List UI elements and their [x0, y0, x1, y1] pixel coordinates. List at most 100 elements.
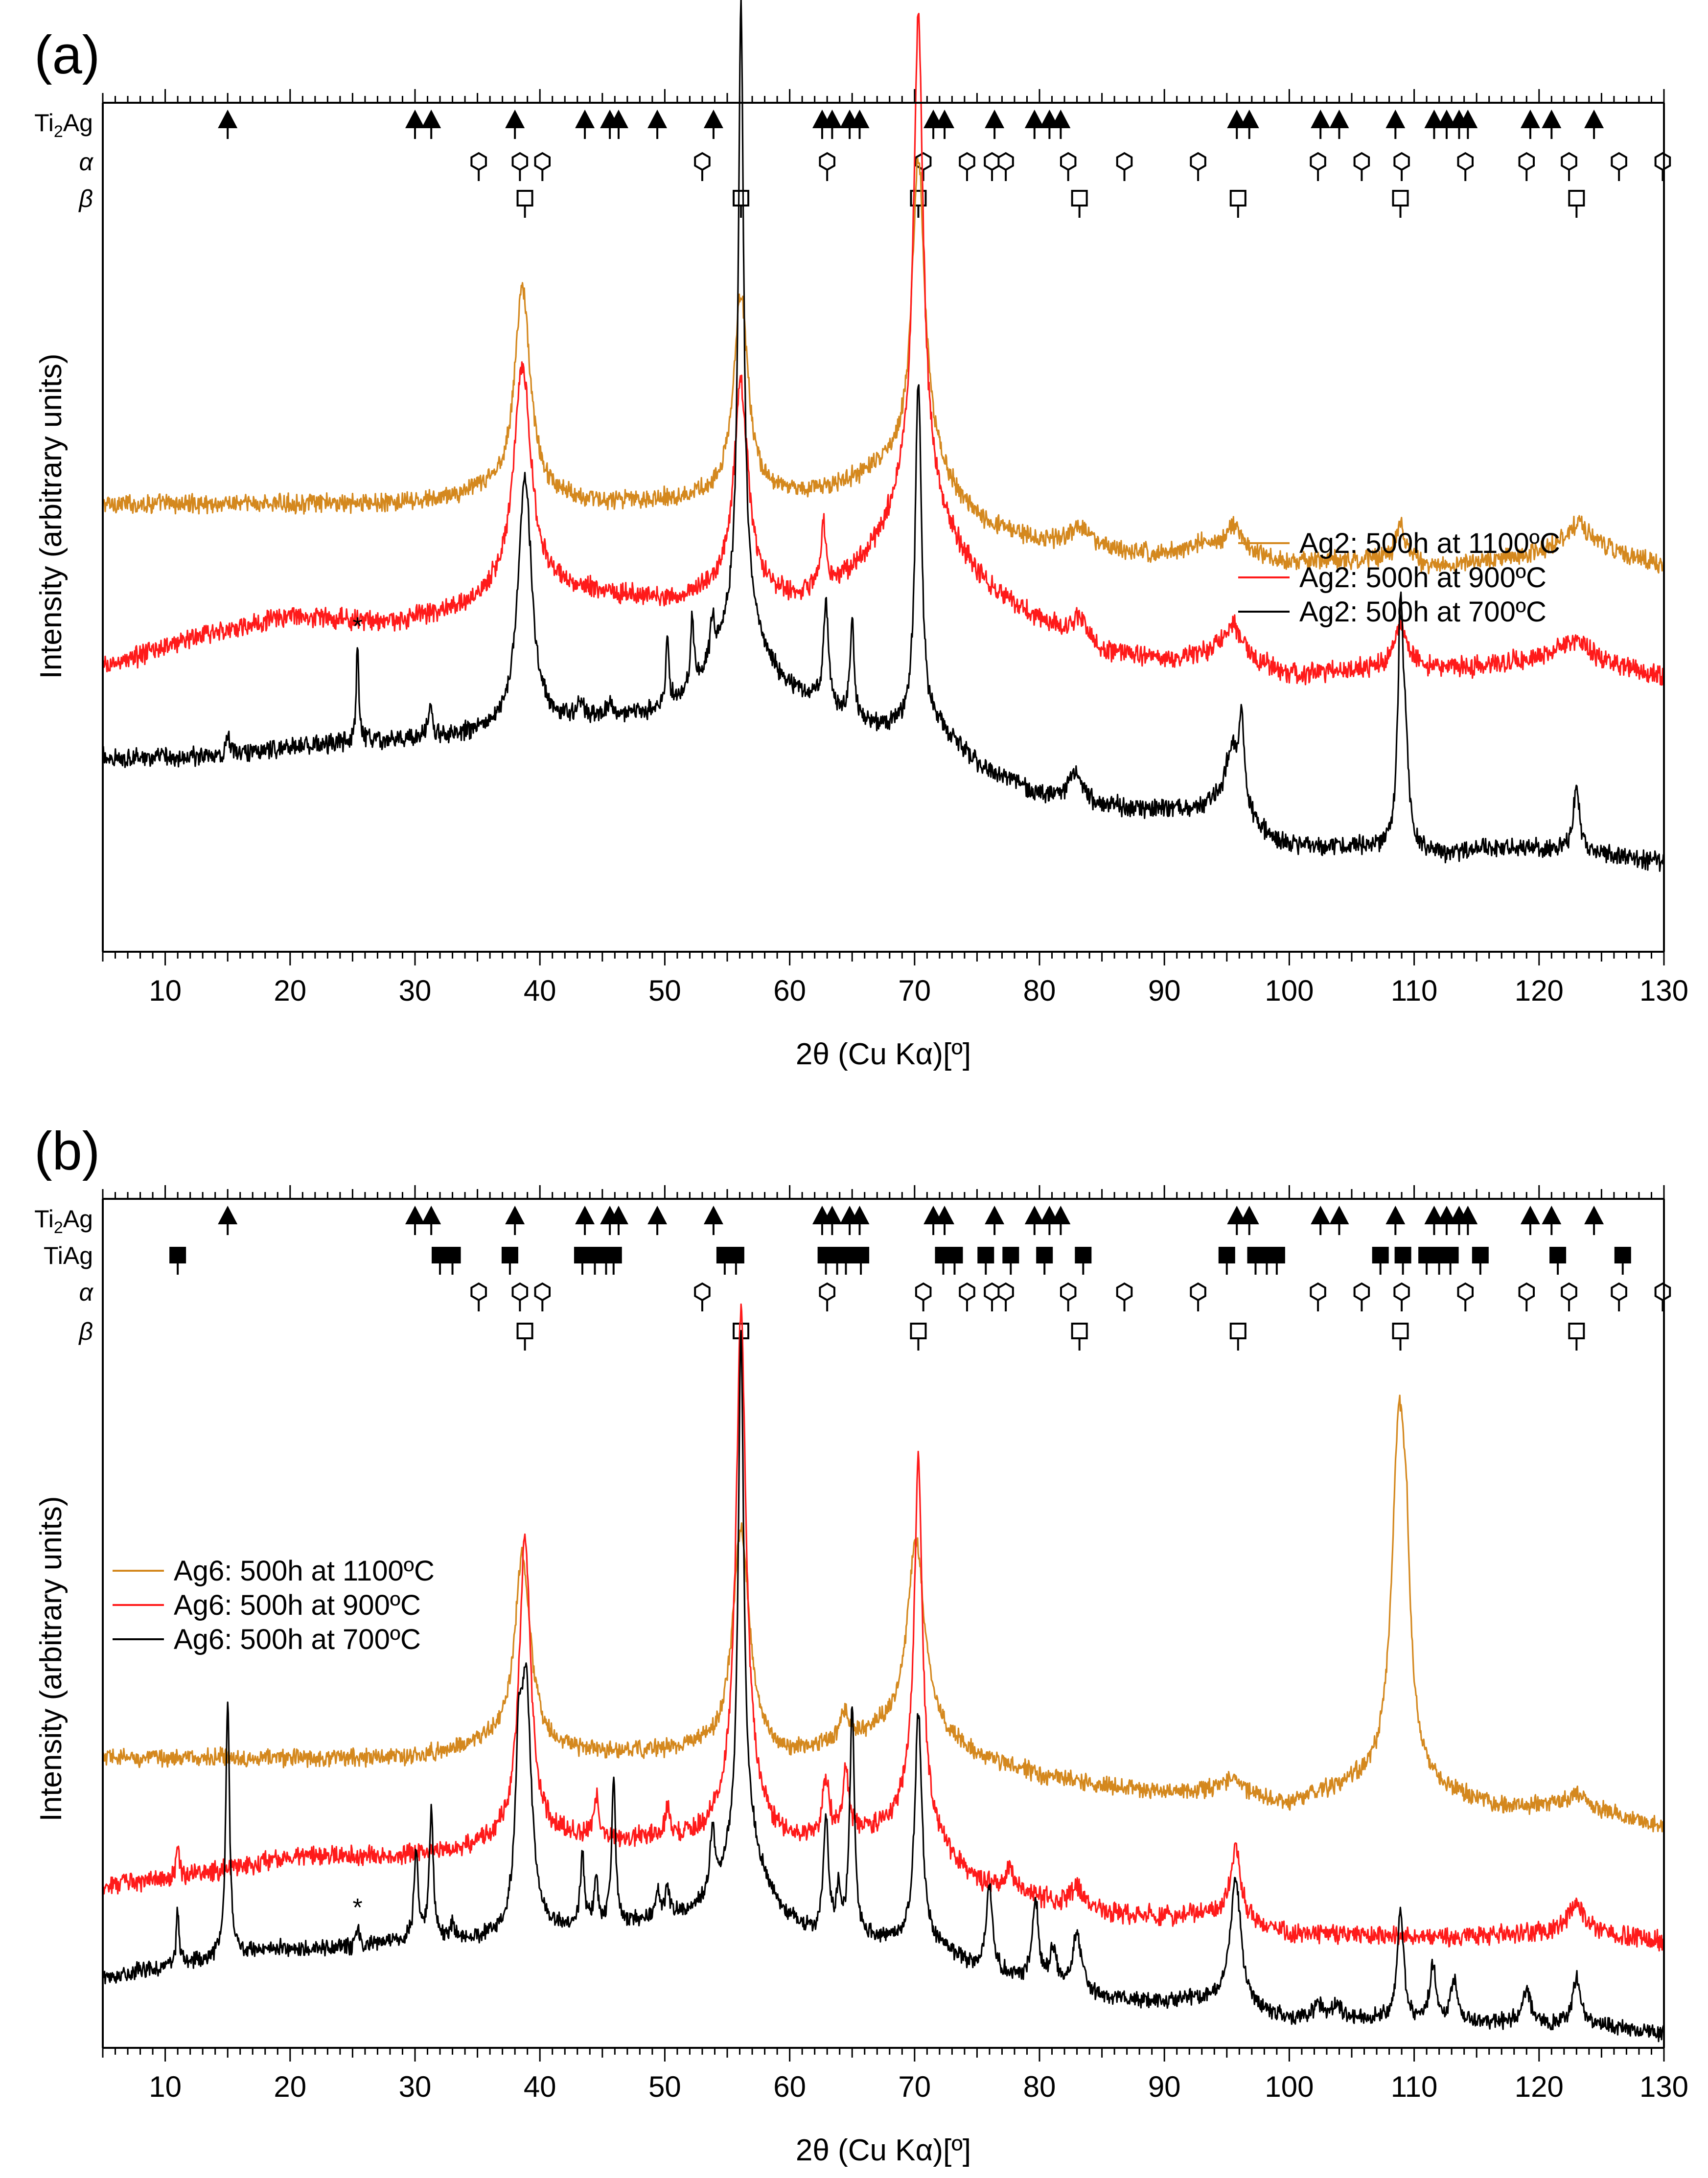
x-tick-label: 120 [1515, 2070, 1564, 2103]
alpha-hexagon-marker [1457, 1282, 1474, 1302]
alpha-hexagon-marker [1060, 152, 1077, 171]
x-axis-b: 10 20 30 40 50 60 70 80 90 100 110 120 130 [102, 1185, 1688, 2103]
alpha-hexagon-marker [1611, 1282, 1627, 1302]
ti2ag-triangle-marker [1311, 110, 1331, 128]
alpha-hexagon-marker [984, 1282, 1000, 1302]
ti2ag-triangle-marker [1458, 110, 1478, 128]
phase-label-Ti2Ag: Ti2Ag [34, 109, 93, 141]
plot-area-b: * [102, 1303, 1665, 2042]
x-tick-label: 10 [149, 2070, 182, 2103]
ti2ag-triangle-marker [1239, 1206, 1259, 1224]
x-tick-label: 120 [1515, 974, 1564, 1007]
ti2ag-triangle-marker [1311, 1206, 1331, 1224]
x-tick-label: 70 [898, 974, 931, 1007]
ti2ag-triangle-marker [1329, 110, 1349, 128]
alpha-hexagon-marker [534, 1282, 551, 1302]
legend-entry-label: Ag2: 500h at 700ºC [1299, 596, 1546, 628]
panel-b-label: (b) [34, 1121, 100, 1181]
ti2ag-triangle-marker [1436, 110, 1456, 128]
x-tick-label: 100 [1265, 2070, 1314, 2103]
alpha-hexagon-marker [959, 1282, 975, 1302]
ti2ag-triangle-marker [822, 110, 842, 128]
ti2ag-triangle-marker [1542, 1206, 1562, 1224]
x-tick-label: 110 [1391, 974, 1438, 1007]
alpha-hexagon-marker [1518, 1282, 1535, 1302]
ti2ag-triangle-marker [703, 110, 723, 128]
ti2ag-triangle-marker [1051, 110, 1071, 128]
x-tick-label: 70 [898, 2070, 931, 2103]
alpha-hexagon-marker [511, 1282, 529, 1302]
beta-square-marker [1392, 1323, 1409, 1339]
ti2ag-triangle-marker [575, 1206, 595, 1224]
series-line-s700 [102, 1330, 1665, 2042]
alpha-hexagon-marker [1561, 152, 1577, 171]
tiag-square-marker [853, 1247, 870, 1263]
beta-square-marker [1568, 190, 1585, 206]
alpha-hexagon-marker [1353, 1282, 1370, 1302]
legend-entry-label: Ag2: 500h at 1100ºC [1299, 527, 1560, 559]
beta-square-marker [910, 1323, 927, 1339]
tiag-square-marker [1614, 1247, 1631, 1263]
phase-label-alpha: α [79, 148, 93, 176]
ti2ag-triangle-marker [1542, 110, 1562, 128]
series-line-s700 [102, 0, 1665, 872]
x-tick-label: 130 [1639, 2070, 1688, 2103]
alpha-hexagon-marker [997, 1282, 1014, 1302]
ti2ag-triangle-marker [1584, 110, 1604, 128]
ti2ag-triangle-marker [850, 1206, 870, 1224]
tiag-square-marker [169, 1247, 186, 1263]
ti2ag-triangle-marker [575, 110, 595, 128]
ti2ag-triangle-marker [1424, 110, 1444, 128]
ti2ag-triangle-marker [985, 1206, 1005, 1224]
tiag-square-marker [1075, 1247, 1092, 1263]
phase-marker-rows-b: Ti2Ag TiAg αβ [34, 1205, 1671, 1351]
phase-marker-rows-a: Ti2Ag αβ [34, 109, 1671, 218]
alpha-hexagon-marker [694, 152, 711, 171]
alpha-hexagon-marker [1310, 152, 1326, 171]
ti2ag-triangle-marker [1329, 1206, 1349, 1224]
ti2ag-triangle-marker [1024, 110, 1044, 128]
beta-square-marker [1071, 190, 1088, 206]
y-axis-label-a: Intensity (arbitrary units) [34, 354, 68, 679]
alpha-hexagon-marker [1654, 152, 1671, 171]
ti2ag-triangle-marker [647, 1206, 668, 1224]
tiag-square-marker [1036, 1247, 1053, 1263]
beta-square-marker [1392, 190, 1409, 206]
ti2ag-triangle-marker [1424, 1206, 1444, 1224]
alpha-hexagon-marker [1457, 152, 1474, 171]
alpha-hexagon-marker [1393, 1282, 1410, 1302]
x-tick-label: 90 [1148, 2070, 1181, 2103]
x-tick-label: 30 [399, 2070, 432, 2103]
x-tick-label: 60 [773, 974, 806, 1007]
alpha-hexagon-marker [1518, 152, 1535, 171]
tiag-square-marker [1472, 1247, 1489, 1263]
legend-entry-label: Ag6: 500h at 900ºC [174, 1589, 421, 1621]
alpha-hexagon-marker [915, 1282, 932, 1302]
alpha-hexagon-marker [1060, 1282, 1077, 1302]
alpha-hexagon-marker [819, 152, 835, 171]
x-tick-label: 60 [773, 2070, 806, 2103]
ti2ag-triangle-marker [935, 1206, 955, 1224]
ti2ag-triangle-marker [1436, 1206, 1456, 1224]
ti2ag-triangle-marker [505, 1206, 525, 1224]
tiag-square-marker [977, 1247, 994, 1263]
x-tick-label: 20 [274, 974, 306, 1007]
ti2ag-triangle-marker [703, 1206, 723, 1224]
plot-area-a: * [102, 0, 1665, 872]
x-tick-label: 100 [1265, 974, 1314, 1007]
alpha-hexagon-marker [1116, 1282, 1133, 1302]
x-tick-label: 130 [1639, 974, 1688, 1007]
alpha-hexagon-marker [1654, 1282, 1671, 1302]
x-tick-label: 80 [1023, 2070, 1056, 2103]
ti2ag-triangle-marker [218, 1206, 238, 1224]
x-tick-label: 50 [648, 2070, 681, 2103]
alpha-hexagon-marker [1353, 152, 1370, 171]
ti2ag-triangle-marker [405, 110, 425, 128]
tiag-square-marker [1394, 1247, 1411, 1263]
phase-label-Ti2Ag: Ti2Ag [34, 1205, 93, 1237]
ti2ag-triangle-marker [822, 1206, 842, 1224]
ti2ag-triangle-marker [1584, 1206, 1604, 1224]
tiag-square-marker [946, 1247, 963, 1263]
alpha-hexagon-marker [694, 1282, 711, 1302]
ti2ag-triangle-marker [1239, 110, 1259, 128]
